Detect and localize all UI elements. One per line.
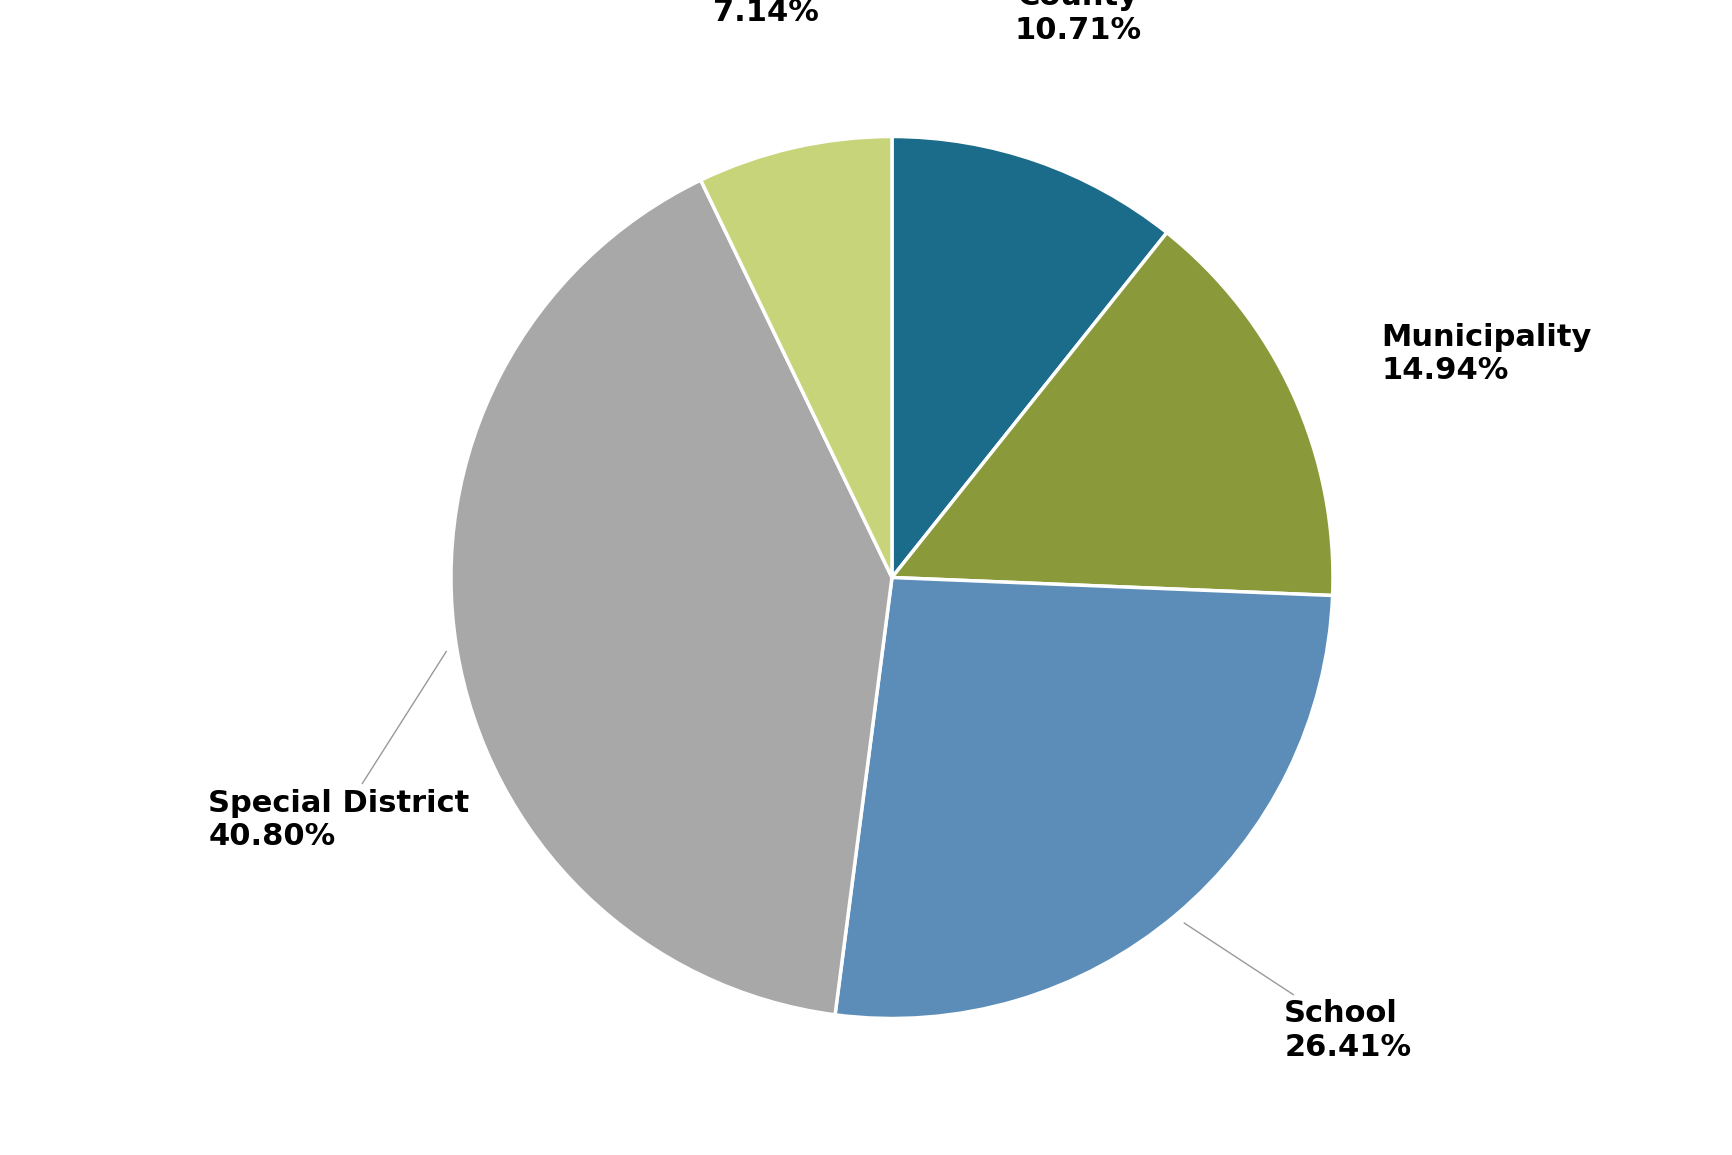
Wedge shape bbox=[450, 180, 892, 1015]
Wedge shape bbox=[892, 136, 1167, 578]
Text: School
26.41%: School 26.41% bbox=[1185, 923, 1412, 1061]
Wedge shape bbox=[892, 232, 1334, 596]
Wedge shape bbox=[835, 578, 1332, 1019]
Text: Special District
40.80%: Special District 40.80% bbox=[208, 651, 469, 851]
Text: County
10.71%: County 10.71% bbox=[1015, 0, 1141, 45]
Text: Municipality
14.94%: Municipality 14.94% bbox=[1382, 322, 1592, 386]
Text: Other
7.14%: Other 7.14% bbox=[714, 0, 819, 28]
Wedge shape bbox=[701, 136, 892, 578]
